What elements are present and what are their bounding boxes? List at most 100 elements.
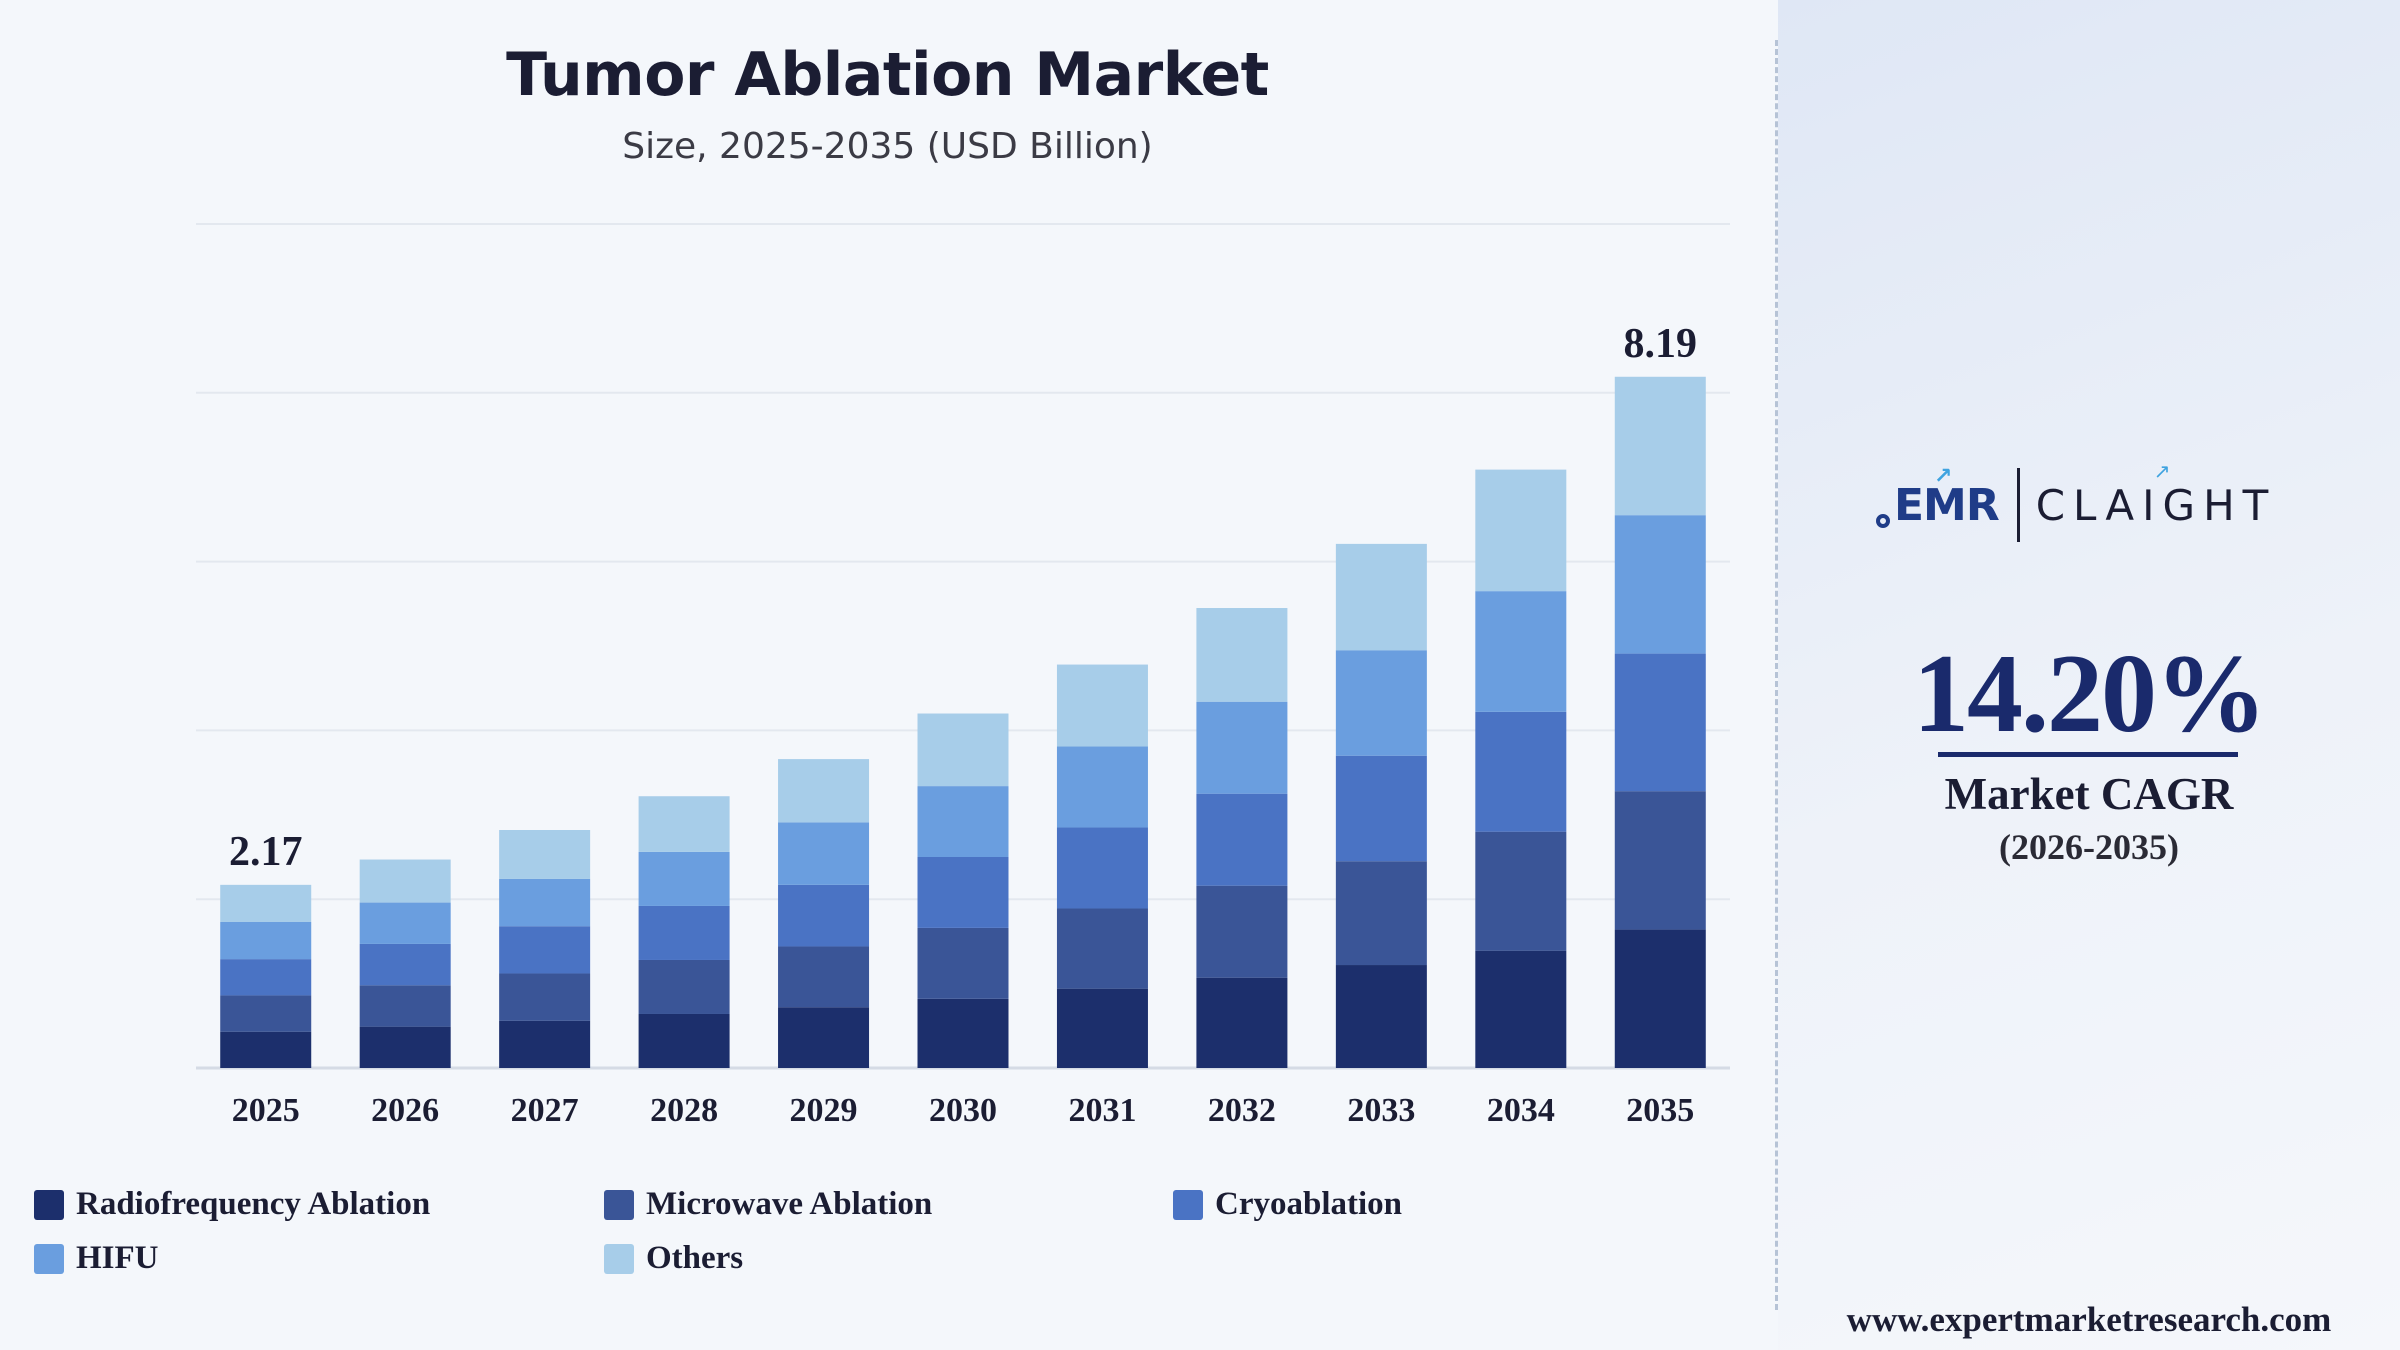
bar-segment [499, 973, 591, 1021]
x-tick-label: 2035 [1626, 1092, 1694, 1129]
bar-segment [917, 857, 1009, 928]
logo-emr-wordmark: EMR ↗ [1876, 465, 2000, 531]
bar-segment [917, 927, 1009, 999]
bar-segment [638, 1013, 730, 1068]
bar-segment [917, 786, 1009, 857]
bar-segment [1335, 755, 1427, 862]
bar-segment [1335, 650, 1427, 756]
bar-segment [1335, 543, 1427, 651]
legend-swatch [34, 1189, 64, 1220]
bar-segment [638, 905, 730, 960]
bar-segment [1056, 908, 1148, 989]
bar-segment [359, 1026, 451, 1068]
bar-segment [359, 859, 451, 903]
bar-segment [1056, 988, 1148, 1068]
legend-item: Cryoablation [1173, 1186, 1402, 1223]
legend-swatch [34, 1243, 64, 1274]
bar-segment [1056, 746, 1148, 828]
bar-segment [778, 759, 870, 823]
bar-segment [778, 822, 870, 885]
bar-segment [917, 713, 1009, 787]
cagr-period: (2026-2035) [1999, 827, 2179, 867]
data-label: 8.19 [1624, 321, 1698, 367]
logo-dot-icon [1876, 513, 1890, 528]
bar-segment [1056, 827, 1148, 909]
bar-segment [499, 926, 591, 974]
bar-segment [1475, 591, 1567, 712]
bar-segment [499, 1020, 591, 1068]
legend-swatch [604, 1243, 634, 1274]
chart-panel: Tumor Ablation Market Size, 2025-2035 (U… [34, 40, 1730, 1277]
bar-segment [359, 985, 451, 1027]
bar-segment [1475, 831, 1567, 951]
bar-segment [638, 796, 730, 852]
legend-label: HIFU [76, 1240, 159, 1276]
panel-divider [1775, 40, 1778, 1310]
bar-segment [1196, 608, 1288, 702]
x-tick-label: 2032 [1208, 1092, 1276, 1129]
bar-segment [1614, 929, 1706, 1068]
bar-segment [1475, 469, 1567, 592]
bar-segment [1196, 977, 1288, 1068]
logo-separator [2016, 468, 2020, 542]
bar-segment [1475, 950, 1567, 1068]
bar-segment [359, 902, 451, 944]
cagr-underline [1938, 752, 2238, 757]
cagr-value: 14.20% [1913, 632, 2267, 756]
bar-segment [778, 884, 870, 947]
x-tick-label: 2029 [790, 1092, 858, 1129]
bar-segment [1614, 653, 1706, 792]
bar-segment [220, 884, 312, 922]
bar-segment [778, 946, 870, 1008]
logo-emr-text: EMR [1894, 479, 2000, 531]
source-url-link[interactable]: www.expertmarketresearch.com [1846, 1300, 2332, 1339]
logo-claight-wordmark: CLAIGHT ↗ [2035, 459, 2277, 530]
bar-segment [778, 1007, 870, 1068]
bar-segment [499, 878, 591, 927]
bar-segment [220, 959, 312, 996]
bar-segment [1196, 885, 1288, 978]
legend-item: HIFU [34, 1240, 159, 1277]
cagr-label: Market CAGR [1944, 769, 2234, 819]
x-tick-label: 2030 [929, 1092, 997, 1129]
bar-segment [220, 1031, 312, 1068]
legend-item: Others [604, 1240, 743, 1277]
x-tick-label: 2027 [511, 1092, 579, 1129]
bar-segment [1335, 965, 1427, 1068]
side-panel: EMR ↗ CLAIGHT ↗ 14.20% Market CAGR (2026… [1778, 0, 2400, 1350]
stacked-bar-chart: 2025 2026 2027 2028 2029 2030 2031 2032 2033 2034… [196, 223, 1730, 1129]
bar-segment [1196, 701, 1288, 794]
legend-swatch [1173, 1189, 1203, 1220]
legend-label: Others [646, 1240, 744, 1276]
bar-segment [220, 995, 312, 1032]
chart-title: Tumor Ablation Market [506, 40, 1269, 110]
legend-label: Microwave Ablation [646, 1186, 933, 1222]
bar-segment [1475, 711, 1567, 832]
bar-segment [1614, 376, 1706, 516]
data-label: 2.17 [229, 829, 303, 875]
bar-segment [220, 921, 312, 960]
x-tick-label: 2028 [650, 1092, 718, 1129]
bar-segment [359, 943, 451, 986]
logo-claight-text: CLAIGHT [2035, 480, 2277, 530]
bar-segment [1196, 793, 1288, 886]
x-tick-label: 2031 [1068, 1092, 1136, 1129]
legend-item: Microwave Ablation [604, 1186, 932, 1223]
legend-label: Cryoablation [1215, 1186, 1403, 1222]
legend-item: Radiofrequency Ablation [34, 1186, 430, 1223]
legend-label: Radiofrequency Ablation [76, 1186, 431, 1222]
bar-segment [917, 998, 1009, 1068]
x-tick-label: 2034 [1487, 1092, 1555, 1129]
x-tick-label: 2026 [371, 1092, 439, 1129]
bar-segment [1614, 791, 1706, 930]
x-tick-label: 2033 [1347, 1092, 1415, 1129]
brand-logo: EMR ↗ CLAIGHT ↗ [1876, 459, 2277, 542]
bar-segment [499, 829, 591, 879]
bar-segment [638, 959, 730, 1014]
bar-segment [638, 851, 730, 906]
logo-claight-arrow-icon: ↗ [2153, 458, 2179, 483]
bar-segment [1056, 664, 1148, 747]
bar-segment [1614, 515, 1706, 654]
legend-swatch [604, 1189, 634, 1220]
bar-segment [1335, 861, 1427, 966]
